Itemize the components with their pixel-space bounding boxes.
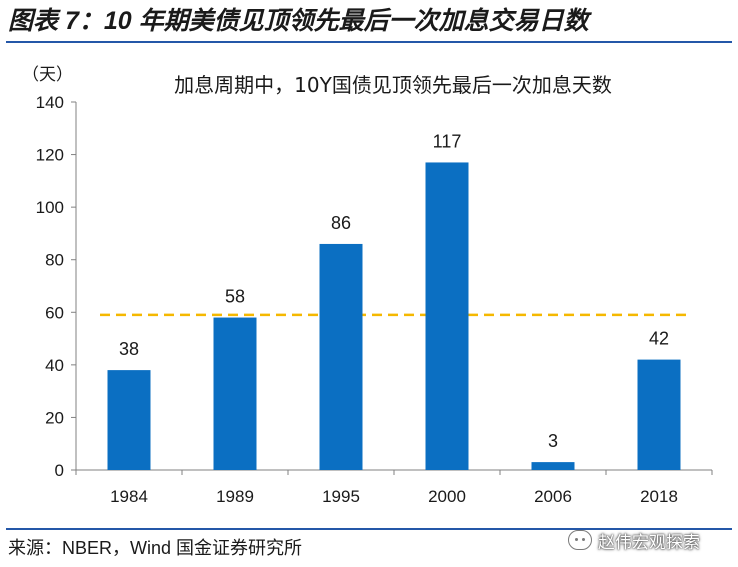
y-tick-label: 80 [45,251,64,270]
bar-1995 [319,243,363,470]
y-tick-label: 20 [45,408,64,427]
watermark-text: 赵伟宏观探索 [598,532,700,552]
source-note: 来源：NBER，Wind 国金证券研究所 [8,538,303,558]
title-divider [6,41,732,43]
data-label-2000: 117 [433,131,462,151]
y-tick-label: 0 [55,461,64,480]
data-label-1995: 86 [331,213,351,233]
y-tick-label: 140 [36,93,64,112]
watermark: 赵伟宏观探索 [568,527,700,553]
x-tick-label-2006: 2006 [534,487,572,506]
chart-title: 加息周期中，10Y国债见顶领先最后一次加息天数 [174,73,612,97]
y-tick-label: 100 [36,198,64,217]
footer-divider [6,528,732,530]
x-tick-label-2018: 2018 [640,487,678,506]
bar-1984 [107,370,151,470]
bar-2006 [531,462,575,470]
data-label-2018: 42 [649,329,669,349]
axes [71,101,713,475]
y-tick-label: 40 [45,356,64,375]
bar-2000 [425,162,469,470]
bar-2018 [637,359,681,470]
y-tick-label: 120 [36,146,64,165]
y-tick-labels-group: 0 20 40 60 80 100 120 140 [36,93,64,480]
wechat-icon [568,530,592,550]
figure-title: 图表 7：10 年期美债见顶领先最后一次加息交易日数 [8,7,589,35]
data-labels-group: 38 58 86 117 3 42 [119,131,669,451]
x-tick-labels-group: 1984 1989 1995 2000 2006 2018 [110,487,678,506]
data-label-1989: 58 [225,287,245,307]
bar-chart: 加息周期中，10Y国债见顶领先最后一次加息天数 （天） 38 58 86 117 3 42… [22,65,713,506]
bar-1989 [213,317,257,470]
data-label-1984: 38 [119,339,139,359]
y-axis-unit-label: （天） [22,65,73,84]
x-tick-label-1984: 1984 [110,487,148,506]
x-tick-label-1989: 1989 [216,487,254,506]
data-label-2006: 3 [548,431,558,451]
x-tick-label-2000: 2000 [428,487,466,506]
bars-group [107,162,681,470]
y-tick-label: 60 [45,303,64,322]
x-tick-label-1995: 1995 [322,487,360,506]
